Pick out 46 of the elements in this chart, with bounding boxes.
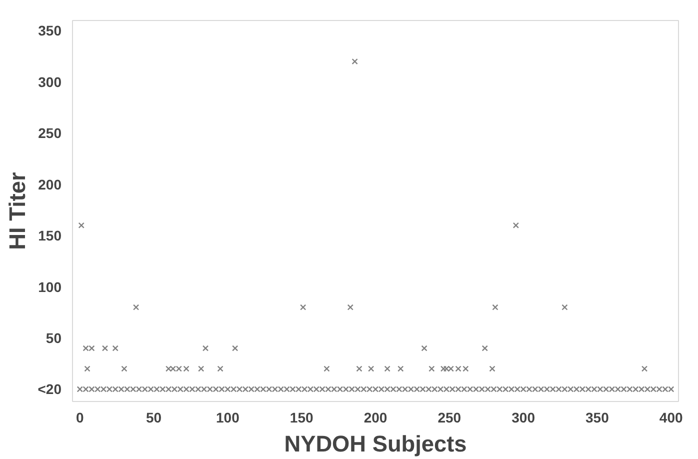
x-tick-label: 0 (76, 410, 84, 426)
point (562, 304, 568, 310)
point (300, 304, 306, 310)
x-tick-label: 200 (364, 410, 388, 426)
point (132, 304, 140, 310)
point (384, 366, 390, 372)
x-tick-label: 250 (438, 410, 462, 426)
point (368, 366, 374, 372)
x-tick-label: 300 (512, 410, 536, 426)
point (428, 366, 435, 372)
point (641, 366, 648, 372)
x-axis-title: NYDOH Subjects (284, 430, 467, 456)
y-tick-label: 100 (38, 278, 62, 295)
x-tick-label: 100 (216, 410, 240, 426)
y-tick-label: <20 (38, 381, 62, 398)
y-tick-label: 250 (38, 125, 62, 142)
point (84, 366, 90, 372)
y-tick-label: 350 (38, 22, 62, 39)
point (324, 366, 330, 372)
point (489, 366, 496, 372)
x-tick-label: 400 (659, 410, 684, 426)
point (352, 58, 358, 65)
y-tick-label: 50 (46, 330, 62, 346)
y-tick-label: 150 (38, 228, 62, 244)
point (347, 304, 354, 310)
point (202, 345, 209, 352)
point (121, 366, 128, 372)
point (398, 366, 404, 372)
x-tick-label: 350 (586, 410, 610, 426)
point (356, 366, 362, 372)
point (198, 366, 204, 372)
point (512, 222, 519, 228)
point (232, 345, 238, 352)
point (443, 366, 450, 372)
point (112, 345, 118, 352)
y-tick-label: 200 (38, 176, 62, 192)
point (217, 366, 224, 372)
point (78, 222, 84, 228)
point (421, 345, 428, 352)
x-tick-label: 150 (290, 410, 314, 426)
x-tick-label: 50 (146, 410, 162, 426)
point (492, 304, 498, 310)
y-axis-title: HI Titer (4, 172, 30, 250)
y-tick-label: 300 (38, 74, 62, 90)
point (482, 345, 488, 352)
point (102, 345, 108, 352)
